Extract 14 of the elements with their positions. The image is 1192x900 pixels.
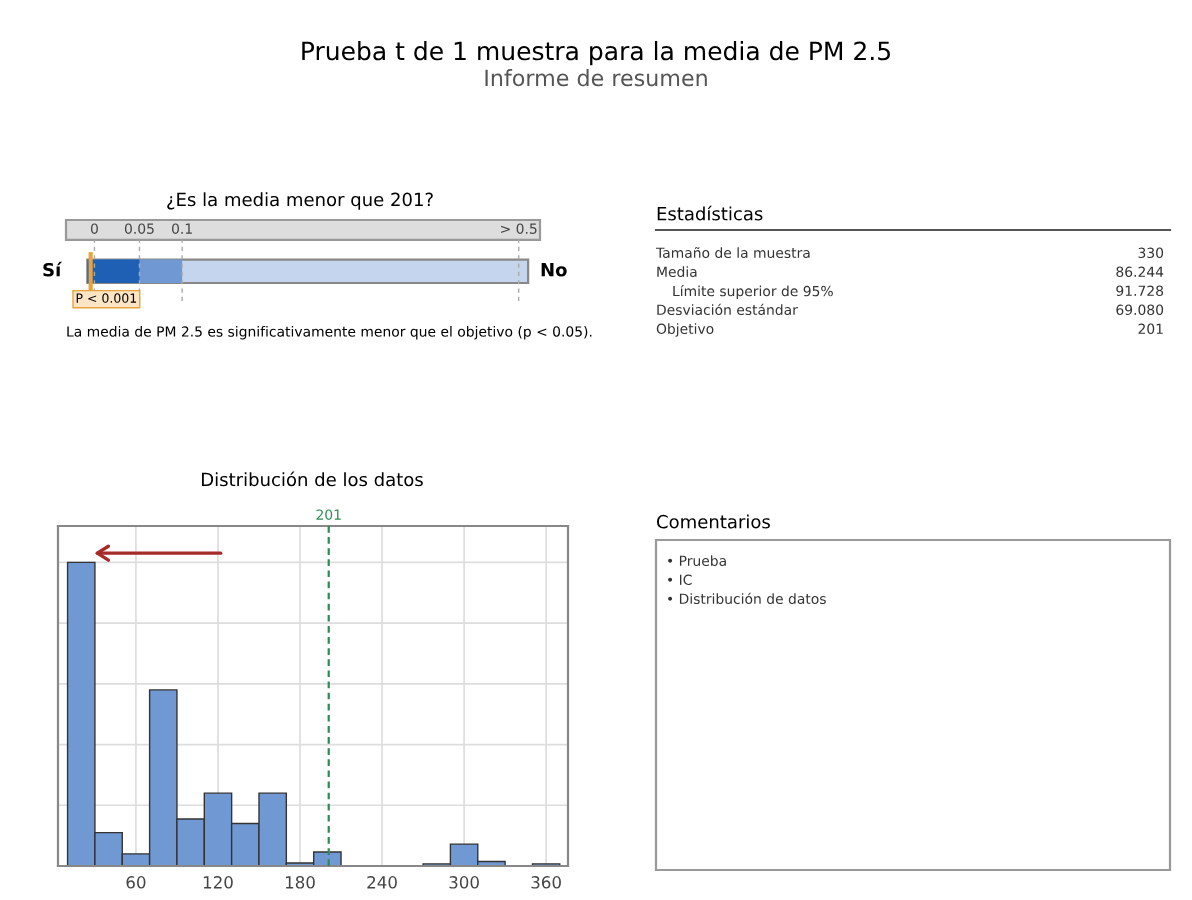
text: Distribución de los datos: [202, 471, 423, 487]
x-tick-label: 360: [531, 876, 561, 889]
x-tick-label: 300: [449, 876, 479, 889]
text: Comentarios: [657, 514, 770, 529]
x-tick-label: 60: [126, 876, 146, 889]
text: Sí: [43, 261, 63, 277]
text: Estadísticas: [657, 205, 763, 221]
x-tick-label: 180: [285, 876, 315, 889]
text: No: [541, 263, 567, 277]
chart-subtitle: Informe de resumen: [485, 69, 707, 87]
x-tick-label: 120: [203, 876, 233, 889]
text: ¿Es la media menor que 201?: [167, 192, 433, 210]
chart-title: Prueba t de 1 muestra para la media de PM 2.5: [302, 41, 890, 66]
x-tick-label: 240: [367, 876, 397, 889]
